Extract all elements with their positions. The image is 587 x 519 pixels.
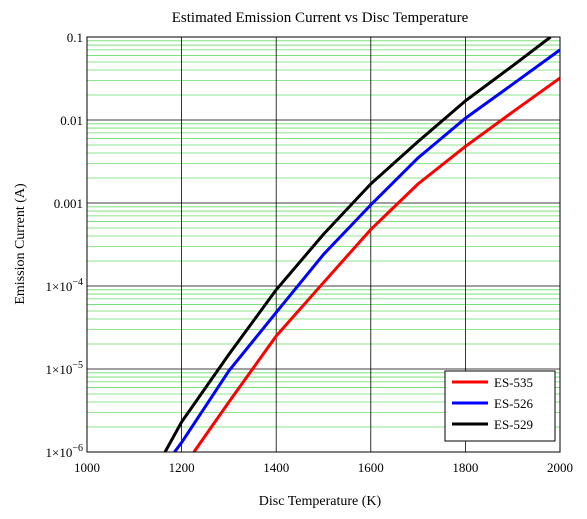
- y-tick-label: 0.001: [54, 196, 83, 211]
- series-line-es-535: [192, 76, 560, 452]
- x-tick-labels: 1000 1200 1400 1600 1800 2000: [74, 460, 573, 475]
- minor-grid: [87, 40, 560, 428]
- series-layer: [163, 37, 560, 452]
- legend-label: ES-529: [494, 417, 533, 432]
- series-line-es-526: [173, 48, 560, 452]
- x-tick-label: 1200: [169, 460, 195, 475]
- y-tick-label: 1×10−6: [46, 443, 83, 460]
- plot-frame: [86, 36, 561, 453]
- legend-label: ES-526: [494, 396, 534, 411]
- x-axis-label: Disc Temperature (K): [259, 494, 382, 509]
- legend: ES-535 ES-526 ES-529: [444, 370, 556, 442]
- x-tick-label: 1600: [358, 460, 384, 475]
- series-line-es-529: [163, 37, 552, 452]
- x-tick-label: 1000: [74, 460, 100, 475]
- x-tick-label: 1800: [452, 460, 478, 475]
- chart-title: Estimated Emission Current vs Disc Tempe…: [172, 10, 469, 26]
- x-tick-label: 1400: [263, 460, 289, 475]
- y-tick-label: 1×10−5: [46, 360, 83, 377]
- y-axis-label: Emission Current (A): [13, 183, 28, 305]
- legend-label: ES-535: [494, 375, 533, 390]
- x-tick-label: 2000: [547, 460, 573, 475]
- y-tick-label: 1×10−4: [46, 277, 83, 294]
- y-tick-label: 0.1: [67, 30, 83, 45]
- y-tick-labels: 0.1 0.01 0.001 1×10−4 1×10−5 1×10−6: [46, 30, 83, 460]
- y-tick-label: 0.01: [60, 113, 83, 128]
